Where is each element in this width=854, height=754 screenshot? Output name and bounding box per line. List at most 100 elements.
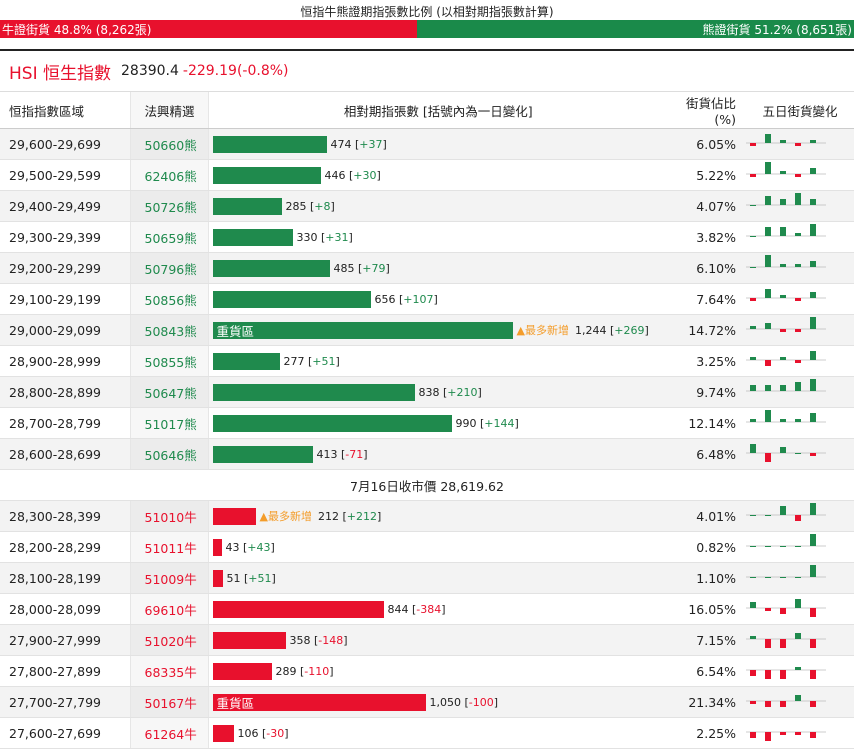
contracts-value: 485 [+79] bbox=[333, 261, 390, 275]
daily-change: +144 bbox=[484, 416, 515, 430]
sparkline-bar bbox=[780, 139, 786, 143]
contracts-count: 838 bbox=[418, 385, 440, 399]
sparkline-bar bbox=[765, 226, 771, 236]
range-cell: 29,600-29,699 bbox=[0, 128, 130, 160]
sparkline-bar bbox=[780, 226, 786, 236]
sparkline-bar bbox=[795, 418, 801, 422]
table-row: 28,000-28,099 69610牛 844 [-384] 16.05% bbox=[0, 593, 854, 625]
daily-change: +51 bbox=[248, 571, 272, 585]
contracts-count: 844 bbox=[387, 602, 409, 616]
contracts-count: 413 bbox=[316, 447, 338, 461]
range-cell: 28,000-28,099 bbox=[0, 593, 130, 625]
warrant-code-link[interactable]: 50659熊 bbox=[129, 221, 209, 253]
percent-cell: 2.25% bbox=[668, 717, 746, 749]
contracts-value: 212 [+212] bbox=[317, 509, 382, 523]
warrant-code-link[interactable]: 50843熊 bbox=[129, 314, 209, 346]
warrant-code-link[interactable]: 51020牛 bbox=[129, 624, 209, 656]
percent-cell: 7.15% bbox=[668, 624, 746, 656]
warrant-code-link[interactable]: 50726熊 bbox=[129, 190, 209, 222]
sparkline-bar bbox=[810, 139, 816, 143]
table-row: 28,300-28,399 51010牛 ▲最多新增 212 [+212] 4.01% bbox=[0, 500, 854, 532]
sparkline-bar bbox=[765, 607, 771, 611]
divider bbox=[0, 49, 854, 51]
warrant-code-link[interactable]: 51009牛 bbox=[129, 562, 209, 594]
warrant-code-link[interactable]: 50855熊 bbox=[129, 345, 209, 377]
contracts-count: 990 bbox=[455, 416, 477, 430]
warrant-code-link[interactable]: 69610牛 bbox=[129, 593, 209, 625]
sparkline-bar bbox=[765, 669, 771, 679]
contracts-bar bbox=[212, 290, 371, 308]
contracts-cell: 285 [+8] bbox=[208, 190, 668, 222]
warrant-code-link[interactable]: 68335牛 bbox=[129, 655, 209, 687]
contracts-value: 289 [-110] bbox=[275, 664, 334, 678]
contracts-cell: 43 [+43] bbox=[208, 531, 668, 563]
range-cell: 28,800-28,899 bbox=[0, 376, 130, 408]
five-day-cell bbox=[746, 376, 854, 408]
contracts-count: 656 bbox=[374, 292, 396, 306]
heavy-zone-label: 重貨區 bbox=[216, 323, 255, 339]
warrant-code-link[interactable]: 51010牛 bbox=[129, 500, 209, 532]
contracts-count: 1,050 bbox=[429, 695, 462, 709]
range-cell: 29,200-29,299 bbox=[0, 252, 130, 284]
daily-change: +269 bbox=[614, 323, 645, 337]
most-added-tag: ▲最多新增 bbox=[259, 510, 312, 523]
sparkline-bar bbox=[810, 412, 816, 422]
sparkline-bar bbox=[795, 232, 801, 236]
sparkline-bar bbox=[750, 297, 756, 301]
sparkline-bar bbox=[810, 502, 816, 515]
contracts-value: 413 [-71] bbox=[316, 447, 368, 461]
sparkline-bar bbox=[765, 576, 771, 578]
contracts-bar bbox=[212, 197, 282, 215]
contracts-value: 330 [+31] bbox=[296, 230, 353, 244]
sparkline-bar bbox=[810, 607, 816, 617]
header-contracts: 相對期指張數 [括號內為一日變化] bbox=[208, 92, 668, 129]
sparkline-bar bbox=[750, 266, 756, 268]
index-change: -229.19(-0.8%) bbox=[182, 63, 289, 79]
warrant-code-link[interactable]: 50660熊 bbox=[129, 128, 209, 160]
five-day-cell bbox=[746, 345, 854, 377]
daily-change: -110 bbox=[304, 664, 330, 678]
warrant-code-link[interactable]: 51017熊 bbox=[129, 407, 209, 439]
table-row: 28,200-28,299 51011牛 43 [+43] 0.82% bbox=[0, 531, 854, 563]
range-cell: 28,100-28,199 bbox=[0, 562, 130, 594]
warrant-code-link[interactable]: 51011牛 bbox=[129, 531, 209, 563]
sparkline-bar bbox=[780, 669, 786, 679]
sparkline-bar bbox=[780, 607, 786, 614]
percent-cell: 6.54% bbox=[668, 655, 746, 687]
sparkline-bar bbox=[795, 666, 801, 670]
five-day-cell bbox=[746, 438, 854, 470]
sparkline-bar bbox=[795, 263, 801, 267]
sparkline-bar bbox=[780, 418, 786, 422]
sparkline-bar bbox=[810, 533, 816, 546]
five-day-sparkline bbox=[746, 254, 826, 268]
table-row: 27,900-27,999 51020牛 358 [-148] 7.15% bbox=[0, 624, 854, 656]
warrant-code-link[interactable]: 50647熊 bbox=[129, 376, 209, 408]
sparkline-bar bbox=[810, 316, 816, 329]
range-cell: 29,500-29,599 bbox=[0, 159, 130, 191]
warrant-code-link[interactable]: 50796熊 bbox=[129, 252, 209, 284]
contracts-cell: ▲最多新增 212 [+212] bbox=[208, 500, 668, 532]
sparkline-bar bbox=[795, 192, 801, 205]
contracts-count: 474 bbox=[330, 137, 352, 151]
contracts-cell: 358 [-148] bbox=[208, 624, 668, 656]
sparkline-bar bbox=[750, 356, 756, 360]
contracts-cell: 474 [+37] bbox=[208, 128, 668, 160]
sparkline-bar bbox=[750, 700, 756, 704]
bull-ratio-label: 牛證街貨 48.8% (8,262張) bbox=[2, 22, 152, 37]
warrant-code-link[interactable]: 50646熊 bbox=[129, 438, 209, 470]
five-day-sparkline bbox=[746, 192, 826, 206]
five-day-sparkline bbox=[746, 502, 826, 521]
daily-change: +107 bbox=[403, 292, 434, 306]
warrant-code-link[interactable]: 50167牛 bbox=[129, 686, 209, 718]
warrant-code-link[interactable]: 62406熊 bbox=[129, 159, 209, 191]
sparkline-bar bbox=[795, 598, 801, 608]
sparkline-bar bbox=[750, 669, 756, 676]
contracts-value: 446 [+30] bbox=[324, 168, 381, 182]
contracts-cell: 重貨區 1,050 [-100] bbox=[208, 686, 668, 718]
sparkline-bar bbox=[750, 418, 756, 422]
contracts-cell: 106 [-30] bbox=[208, 717, 668, 749]
warrant-code-link[interactable]: 50856熊 bbox=[129, 283, 209, 315]
sparkline-bar bbox=[765, 700, 771, 707]
warrant-code-link[interactable]: 61264牛 bbox=[129, 717, 209, 749]
sparkline-bar bbox=[765, 514, 771, 516]
